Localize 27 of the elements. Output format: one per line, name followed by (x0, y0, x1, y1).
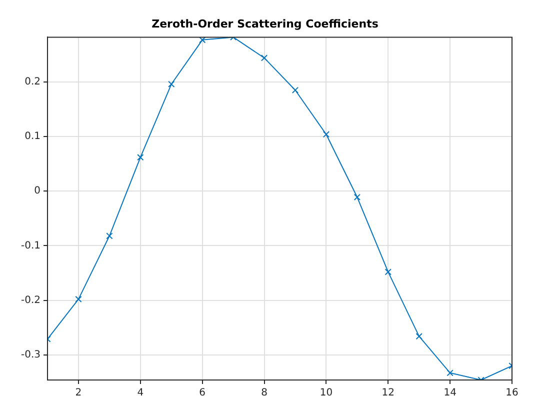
point (199, 37, 206, 44)
chart-title: Zeroth-Order Scattering Coefficients (152, 17, 379, 30)
x-tick-label: 10 (320, 388, 333, 399)
x-tick-label: 14 (444, 388, 456, 399)
x-tick-label: 12 (382, 388, 395, 399)
y-tick-label: -0.2 (20, 294, 41, 306)
y-tick-label: -0.3 (20, 349, 41, 360)
y-tick-label: 0.2 (24, 76, 41, 88)
point (168, 80, 175, 88)
x-tick-label: 2 (75, 388, 82, 399)
x-tick-label: 16 (506, 388, 518, 399)
point (446, 370, 454, 376)
point (137, 154, 144, 161)
point (322, 131, 330, 138)
x-tick-label: 4 (137, 388, 144, 399)
y-tick-label: 0.1 (24, 131, 41, 142)
point (106, 232, 113, 240)
point (354, 194, 360, 200)
point (384, 268, 392, 276)
y-tick-label: 0 (34, 186, 41, 197)
point (416, 333, 422, 340)
point (260, 54, 268, 62)
point (292, 86, 299, 94)
y-tick-label: -0.1 (20, 240, 41, 252)
x-tick-label: 6 (199, 388, 206, 399)
x-tick-label: 8 (261, 388, 268, 399)
point (75, 296, 82, 303)
